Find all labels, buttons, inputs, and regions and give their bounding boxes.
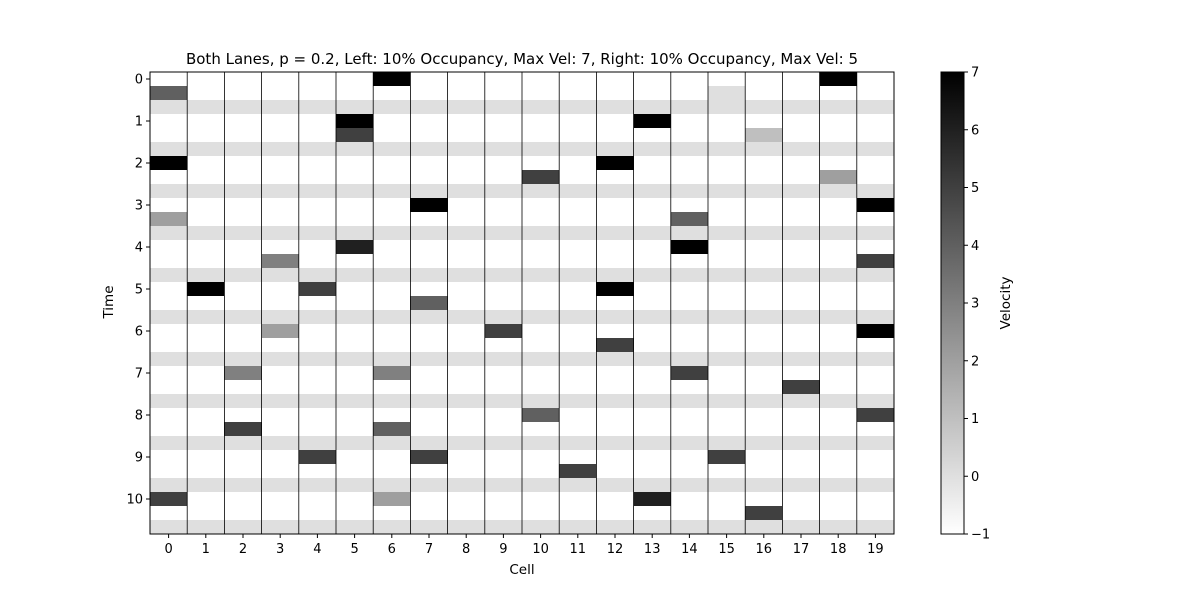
x-tick-label: 10: [532, 542, 549, 557]
x-tick-label: 7: [425, 542, 433, 557]
vehicle-cell: [670, 212, 708, 226]
vehicle-cell: [856, 408, 894, 422]
y-tick-label: 7: [135, 367, 143, 382]
colorbar-tick-label: 4: [971, 239, 979, 254]
colorbar-tick-label: 7: [971, 66, 979, 81]
vehicle-cell: [336, 240, 374, 254]
vehicle-cell: [150, 156, 188, 170]
colorbar-tick-label: 0: [971, 470, 979, 485]
vehicle-cell: [596, 338, 634, 352]
vehicle-cell: [559, 464, 597, 478]
vehicle-cell: [708, 86, 746, 100]
vehicle-cell: [336, 114, 374, 128]
y-tick-label: 10: [126, 493, 143, 508]
y-tick-label: 8: [135, 409, 143, 424]
x-tick-label: 2: [239, 542, 247, 557]
colorbar-tick-label: 5: [971, 181, 979, 196]
vehicle-cell: [596, 156, 634, 170]
vehicle-cell: [670, 366, 708, 380]
x-tick-label: 3: [276, 542, 284, 557]
vehicle-cell: [298, 282, 336, 296]
vehicle-cell: [410, 198, 448, 212]
vehicle-cell: [336, 128, 374, 142]
y-axis-ticks: 0 1 2 3 4 5 6 7 8 9 10: [126, 73, 150, 508]
vehicle-cell: [782, 380, 820, 394]
plot-area: [149, 71, 895, 535]
y-tick-label: 2: [135, 157, 143, 172]
vehicle-cell: [633, 492, 671, 506]
vehicle-cell: [224, 366, 262, 380]
vehicle-cell: [150, 86, 188, 100]
chart-title: Both Lanes, p = 0.2, Left: 10% Occupancy…: [186, 50, 858, 68]
x-tick-label: 19: [867, 542, 884, 557]
x-tick-label: 14: [681, 542, 698, 557]
colorbar-tick-label: 3: [971, 297, 979, 312]
x-tick-label: 4: [313, 542, 321, 557]
y-tick-label: 1: [135, 115, 143, 130]
y-tick-label: 5: [135, 283, 143, 298]
x-tick-label: 5: [350, 542, 358, 557]
vehicle-cell: [298, 450, 336, 464]
vehicle-cell: [522, 408, 560, 422]
vehicle-cell: [596, 282, 634, 296]
vehicle-cell: [856, 198, 894, 212]
vehicle-cell: [670, 240, 708, 254]
vehicle-cell: [708, 450, 746, 464]
y-tick-label: 3: [135, 199, 143, 214]
vehicle-cell: [261, 254, 299, 268]
colorbar-tick-label: 2: [971, 354, 979, 369]
vehicle-cell: [373, 492, 411, 506]
vehicle-cell: [150, 492, 188, 506]
vehicle-cell: [261, 324, 299, 338]
plot-frame: [149, 71, 895, 535]
x-axis-label: Cell: [509, 562, 534, 578]
vehicle-cell: [373, 422, 411, 436]
x-tick-label: 9: [499, 542, 507, 557]
x-tick-label: 11: [570, 542, 587, 557]
vehicle-cell: [150, 212, 188, 226]
x-tick-label: 13: [644, 542, 661, 557]
y-tick-label: 4: [135, 241, 143, 256]
vehicle-cell: [856, 254, 894, 268]
colorbar-gradient: [940, 71, 965, 535]
x-tick-label: 18: [830, 542, 847, 557]
x-tick-label: 1: [202, 542, 210, 557]
vehicle-cell: [224, 422, 262, 436]
colorbar-label: Velocity: [998, 277, 1014, 330]
x-tick-label: 12: [607, 542, 624, 557]
vehicle-cell: [410, 296, 448, 310]
y-tick-label: 0: [135, 73, 143, 88]
x-axis-ticks: 0 1 2 3 4 5 6 7 8 9 10 11 12 13 14 15 16 17 18 19: [164, 534, 884, 557]
y-axis-label: Time: [101, 285, 117, 319]
vehicle-cell: [373, 366, 411, 380]
vehicle-cell: [745, 128, 783, 142]
colorbar-tick-label: 1: [971, 412, 979, 427]
x-tick-label: 17: [793, 542, 810, 557]
vehicle-cell: [522, 170, 560, 184]
vehicle-cell: [187, 282, 225, 296]
vehicle-cell: [819, 170, 857, 184]
colorbar-tick-label: 6: [971, 123, 979, 138]
vehicle-cell: [745, 506, 783, 520]
vehicle-cell: [856, 324, 894, 338]
x-tick-label: 16: [756, 542, 773, 557]
colorbar: −1 0 1 2 3 4 5 6 7: [940, 66, 990, 543]
x-tick-label: 0: [164, 542, 172, 557]
vehicle-cell: [410, 450, 448, 464]
colorbar-tick-label: −1: [971, 528, 990, 543]
vehicle-cell: [484, 324, 522, 338]
vehicle-cell: [373, 72, 411, 86]
x-tick-label: 15: [718, 542, 735, 557]
y-tick-label: 6: [135, 325, 143, 340]
x-tick-label: 6: [388, 542, 396, 557]
y-tick-label: 9: [135, 451, 143, 466]
x-tick-label: 8: [462, 542, 470, 557]
vehicle-cell: [633, 114, 671, 128]
vehicle-cell: [819, 72, 857, 86]
